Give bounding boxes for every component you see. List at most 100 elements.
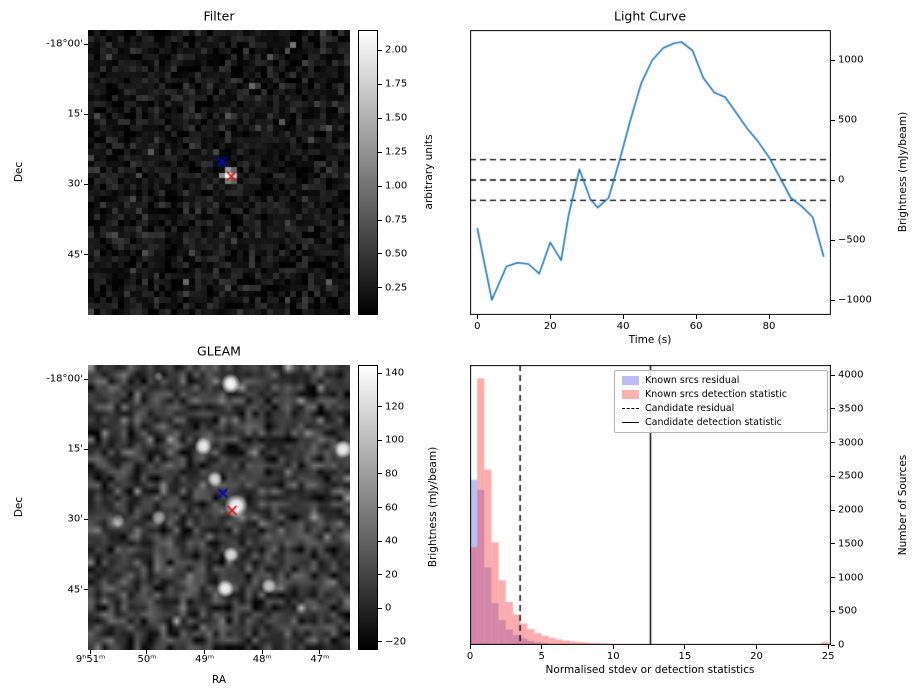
legend-item-known-srcs-residual: Known srcs residual <box>622 375 820 386</box>
tick-label: 9ʰ51ᵐ <box>75 654 106 665</box>
tick-label: 2.00 <box>385 44 408 56</box>
tick-label: 0.75 <box>385 214 408 226</box>
gleam-heatmap-canvas <box>88 365 350 650</box>
tick-mark <box>378 507 382 508</box>
histogram-xlabel: Normalised stdev or detection statistics <box>545 664 755 676</box>
tick-mark <box>831 475 835 477</box>
tick-label: 48ᵐ <box>252 654 272 665</box>
legend-swatch-blue-patch <box>622 376 639 385</box>
tick-label: 1500 <box>838 538 864 550</box>
tick-label: 50ᵐ <box>137 654 157 665</box>
tick-label: −1000 <box>838 294 872 306</box>
tick-label: 0.50 <box>385 248 408 260</box>
histogram-ylabel: Number of Sources <box>897 454 909 556</box>
tick-mark <box>84 378 88 380</box>
tick-label: 140 <box>385 367 405 379</box>
tick-label: 0 <box>838 174 845 186</box>
tick-mark <box>84 183 88 185</box>
tick-label: 3500 <box>838 403 864 415</box>
tick-mark <box>831 179 835 181</box>
filter-colorbar-label: arbitrary units <box>423 134 435 210</box>
tick-label: 3000 <box>838 437 864 449</box>
tick-label: 30' <box>67 513 83 525</box>
tick-mark <box>831 374 835 376</box>
tick-label: 1.25 <box>385 146 408 158</box>
tick-label: −500 <box>838 234 866 246</box>
tick-label: 0 <box>466 651 474 662</box>
tick-label: 45' <box>67 249 83 261</box>
tick-label: −20 <box>385 636 407 648</box>
tick-label: 1.50 <box>385 112 408 124</box>
tick-label: 2500 <box>838 470 864 482</box>
legend-swatch-dashed-line <box>622 408 639 409</box>
tick-mark <box>84 254 88 256</box>
tick-label: 60 <box>689 321 703 332</box>
tick-mark <box>84 448 88 450</box>
tick-mark <box>768 315 770 319</box>
tick-label: 15 <box>678 651 692 662</box>
legend-label: Candidate detection statistic <box>645 417 782 428</box>
tick-label: 4000 <box>838 369 864 381</box>
tick-mark <box>378 117 382 119</box>
tick-label: 47ᵐ <box>310 654 330 665</box>
tick-label: -18°00' <box>46 38 83 50</box>
tick-label: 80 <box>762 321 776 332</box>
tick-mark <box>612 645 614 649</box>
tick-label: 120 <box>385 401 405 413</box>
tick-mark <box>695 315 697 319</box>
tick-mark <box>469 645 471 649</box>
tick-label: 1.00 <box>385 180 408 192</box>
tick-label: 60 <box>385 502 398 513</box>
tick-mark <box>831 577 835 579</box>
tick-label: 0 <box>385 602 392 614</box>
histogram-legend: Known srcs residual Known srcs detection… <box>614 370 828 433</box>
tick-label: 80 <box>385 468 398 480</box>
legend-label: Known srcs residual <box>645 375 740 386</box>
light-curve-title: Light Curve <box>613 8 687 24</box>
gleam-ylabel: Dec <box>13 496 25 518</box>
legend-label: Known srcs detection statistic <box>645 389 787 400</box>
tick-label: 20 <box>385 569 398 581</box>
tick-label: 1000 <box>838 54 864 66</box>
tick-label: 20 <box>750 651 763 662</box>
tick-label: 45' <box>67 584 83 596</box>
tick-label: 5 <box>538 651 545 662</box>
tick-label: 20 <box>543 321 557 332</box>
tick-mark <box>84 589 88 591</box>
tick-label: 0.25 <box>385 282 408 294</box>
legend-item-candidate-residual: Candidate residual <box>622 403 820 414</box>
tick-mark <box>84 43 88 45</box>
legend-swatch-pink-patch <box>622 390 639 399</box>
tick-mark <box>378 574 382 576</box>
gleam-colorbar-label: Brightness (mJy/beam) <box>427 446 439 568</box>
tick-label: -18°00' <box>46 373 83 385</box>
tick-label: 30' <box>67 178 83 190</box>
tick-mark <box>684 645 686 649</box>
tick-label: 500 <box>838 114 858 126</box>
tick-mark <box>319 650 321 654</box>
tick-mark <box>84 518 88 520</box>
tick-mark <box>831 239 835 241</box>
tick-label: 100 <box>385 434 405 446</box>
legend-swatch-solid-line <box>622 422 639 423</box>
tick-mark <box>378 540 382 542</box>
legend-item-known-srcs-detection-statistic: Known srcs detection statistic <box>622 389 820 400</box>
tick-label: 2000 <box>838 504 864 516</box>
tick-mark <box>827 645 829 649</box>
tick-mark <box>831 408 835 410</box>
tick-mark <box>378 287 382 289</box>
tick-label: 15' <box>67 443 83 455</box>
tick-mark <box>204 650 206 654</box>
tick-mark <box>831 299 835 301</box>
light-curve-ylabel: Brightness (mJy/beam) <box>897 111 909 233</box>
tick-mark <box>622 315 624 319</box>
tick-mark <box>831 509 835 511</box>
tick-mark <box>378 372 382 374</box>
tick-mark <box>378 473 382 475</box>
tick-mark <box>378 253 382 255</box>
tick-label: 500 <box>838 605 858 617</box>
tick-label: 1.75 <box>385 78 408 90</box>
light-curve-xlabel: Time (s) <box>628 334 672 346</box>
tick-mark <box>378 219 382 221</box>
legend-label: Candidate residual <box>645 403 735 414</box>
